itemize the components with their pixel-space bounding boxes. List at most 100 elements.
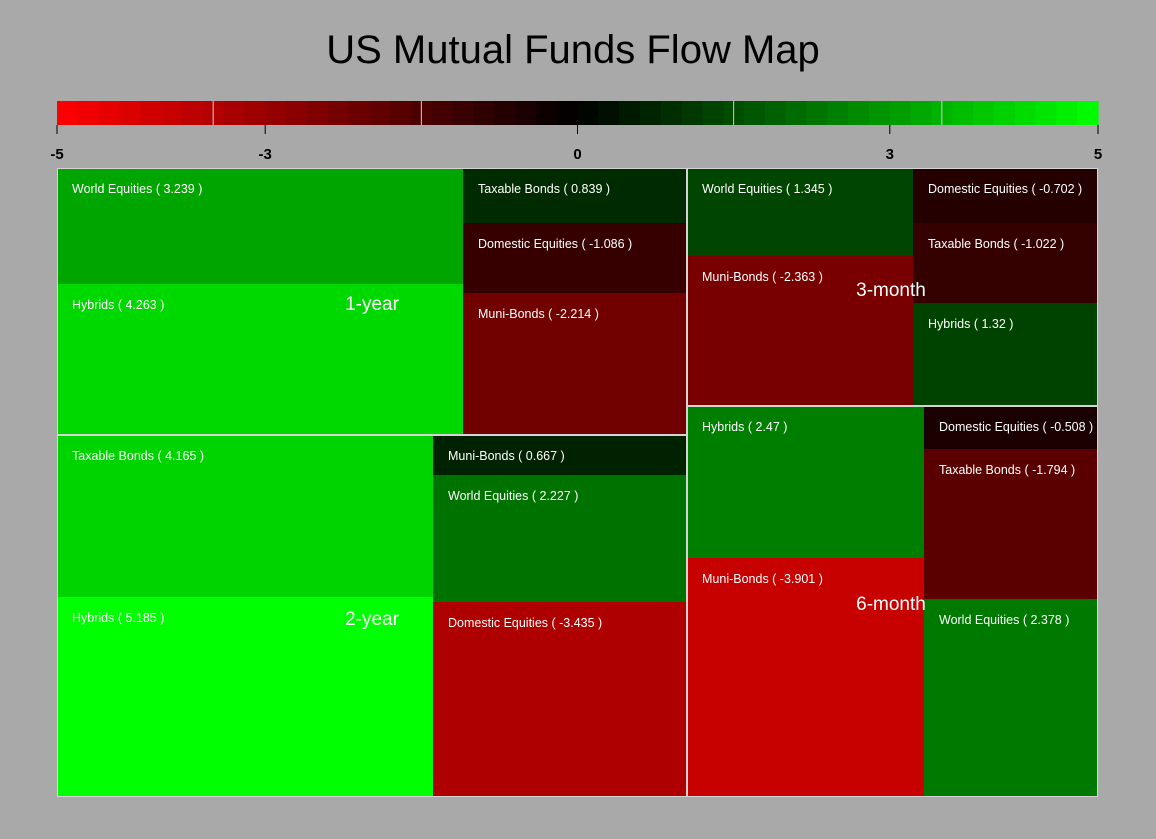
group-border [687,168,1098,406]
treemap-cell [924,449,1098,599]
treemap-cell [57,168,463,284]
treemap-group-3-month: World Equities ( 1.345 ) Muni-Bonds ( -2.… [687,168,1098,406]
cell-label: Domestic Equities ( -0.508 ) [939,420,1093,434]
scale-swatch [889,101,912,125]
treemap-cell [57,435,433,597]
cell-label: Hybrids ( 4.263 ) [72,298,164,312]
scale-swatch [535,101,558,125]
cell-label: Domestic Equities ( -1.086 ) [478,237,632,251]
scale-swatch [1056,101,1078,125]
scale-swatch [619,101,641,125]
scale-swatch [577,101,599,125]
scale-tick-label: -5 [50,146,63,163]
scale-swatch [868,101,891,125]
treemap-cell [687,256,913,406]
treemap-group-2-year: Taxable Bonds ( 4.165 ) Hybrids ( 5.185 )… [57,435,687,797]
chart-title: US Mutual Funds Flow Map [326,28,820,72]
treemap-cell [924,599,1098,797]
treemap-cell [433,435,687,475]
cell-label: World Equities ( 3.239 ) [72,182,202,196]
scale-swatch [764,101,787,125]
cell-label: Taxable Bonds ( 0.839 ) [478,182,610,196]
cell-label: World Equities ( 1.345 ) [702,182,832,196]
scale-swatch [744,101,766,125]
scale-swatch [327,101,350,125]
treemap-cell [913,303,1098,406]
treemap-cell [463,293,687,435]
scale-swatch [598,101,620,125]
scale-swatch [1035,101,1057,125]
group-label: 1-year [345,294,400,315]
cell-label: Domestic Equities ( -3.435 ) [448,616,602,630]
group-label: 2-year [345,609,400,630]
treemap-group-6-month: Hybrids ( 2.47 ) Muni-Bonds ( -3.901 ) Dom… [687,406,1098,797]
scale-swatch [910,101,933,125]
cell-label: Hybrids ( 1.32 ) [928,317,1013,331]
scale-swatch [244,101,266,125]
scale-swatch [660,101,683,125]
scale-tick-label: 0 [573,146,581,163]
scale-swatch [223,101,245,125]
scale-tick-label: -3 [259,146,272,163]
scale-swatch [140,101,162,125]
scale-swatch [119,101,141,125]
group-border [57,168,687,435]
cell-label: Hybrids ( 5.185 ) [72,611,164,625]
scale-swatch [848,101,870,125]
group-label: 3-month [856,280,926,301]
cell-label: Hybrids ( 2.47 ) [702,420,787,434]
scale-swatch [494,101,516,125]
group-border [687,406,1098,797]
cell-label: Domestic Equities ( -0.702 ) [928,182,1082,196]
cell-label: Muni-Bonds ( -2.363 ) [702,270,823,284]
scale-swatch [1014,101,1037,125]
scale-tick-label: 3 [886,146,894,163]
scale-swatch [286,101,308,125]
scale-swatch [993,101,1016,125]
treemap-cell [913,168,1098,223]
scale-swatch [161,101,183,125]
scale-swatch [1077,101,1099,125]
cell-label: Taxable Bonds ( -1.794 ) [939,463,1075,477]
scale-swatch [515,101,537,125]
treemap-cell [57,284,463,435]
scale-swatch [306,101,329,125]
scale-swatch [77,101,100,125]
scale-swatch [181,101,204,125]
scale-swatch [639,101,662,125]
cell-label: Muni-Bonds ( -2.214 ) [478,307,599,321]
treemap-cell [463,223,687,293]
scale-swatch [452,101,474,125]
cell-label: World Equities ( 2.378 ) [939,613,1069,627]
treemap-cell [913,223,1098,303]
scale-swatch [98,101,121,125]
scale-swatch [952,101,974,125]
scale-swatch [57,101,79,125]
scale-swatch [473,101,495,125]
cell-label: Muni-Bonds ( -3.901 ) [702,572,823,586]
scale-swatch [681,101,704,125]
group-border [57,435,687,797]
scale-swatch [348,101,370,125]
scale-swatch [806,101,828,125]
scale-swatch [556,101,579,125]
treemap-cell [687,558,924,797]
scale-swatch [827,101,849,125]
cell-label: Taxable Bonds ( 4.165 ) [72,449,204,463]
treemap-cell [924,406,1098,449]
treemap-cell [463,168,687,223]
scale-swatch [369,101,391,125]
group-label: 6-month [856,594,926,615]
scale-swatch [431,101,454,125]
scale-swatch [702,101,724,125]
cell-label: Muni-Bonds ( 0.667 ) [448,449,565,463]
scale-swatch [390,101,412,125]
scale-swatch [973,101,995,125]
treemap-cell [57,597,433,797]
scale-tick-label: 5 [1094,146,1102,163]
scale-swatch [265,101,287,125]
cell-label: Taxable Bonds ( -1.022 ) [928,237,1064,251]
treemap-group-1-year: World Equities ( 3.239 ) Hybrids ( 4.263 … [57,168,687,435]
scale-swatch [785,101,808,125]
